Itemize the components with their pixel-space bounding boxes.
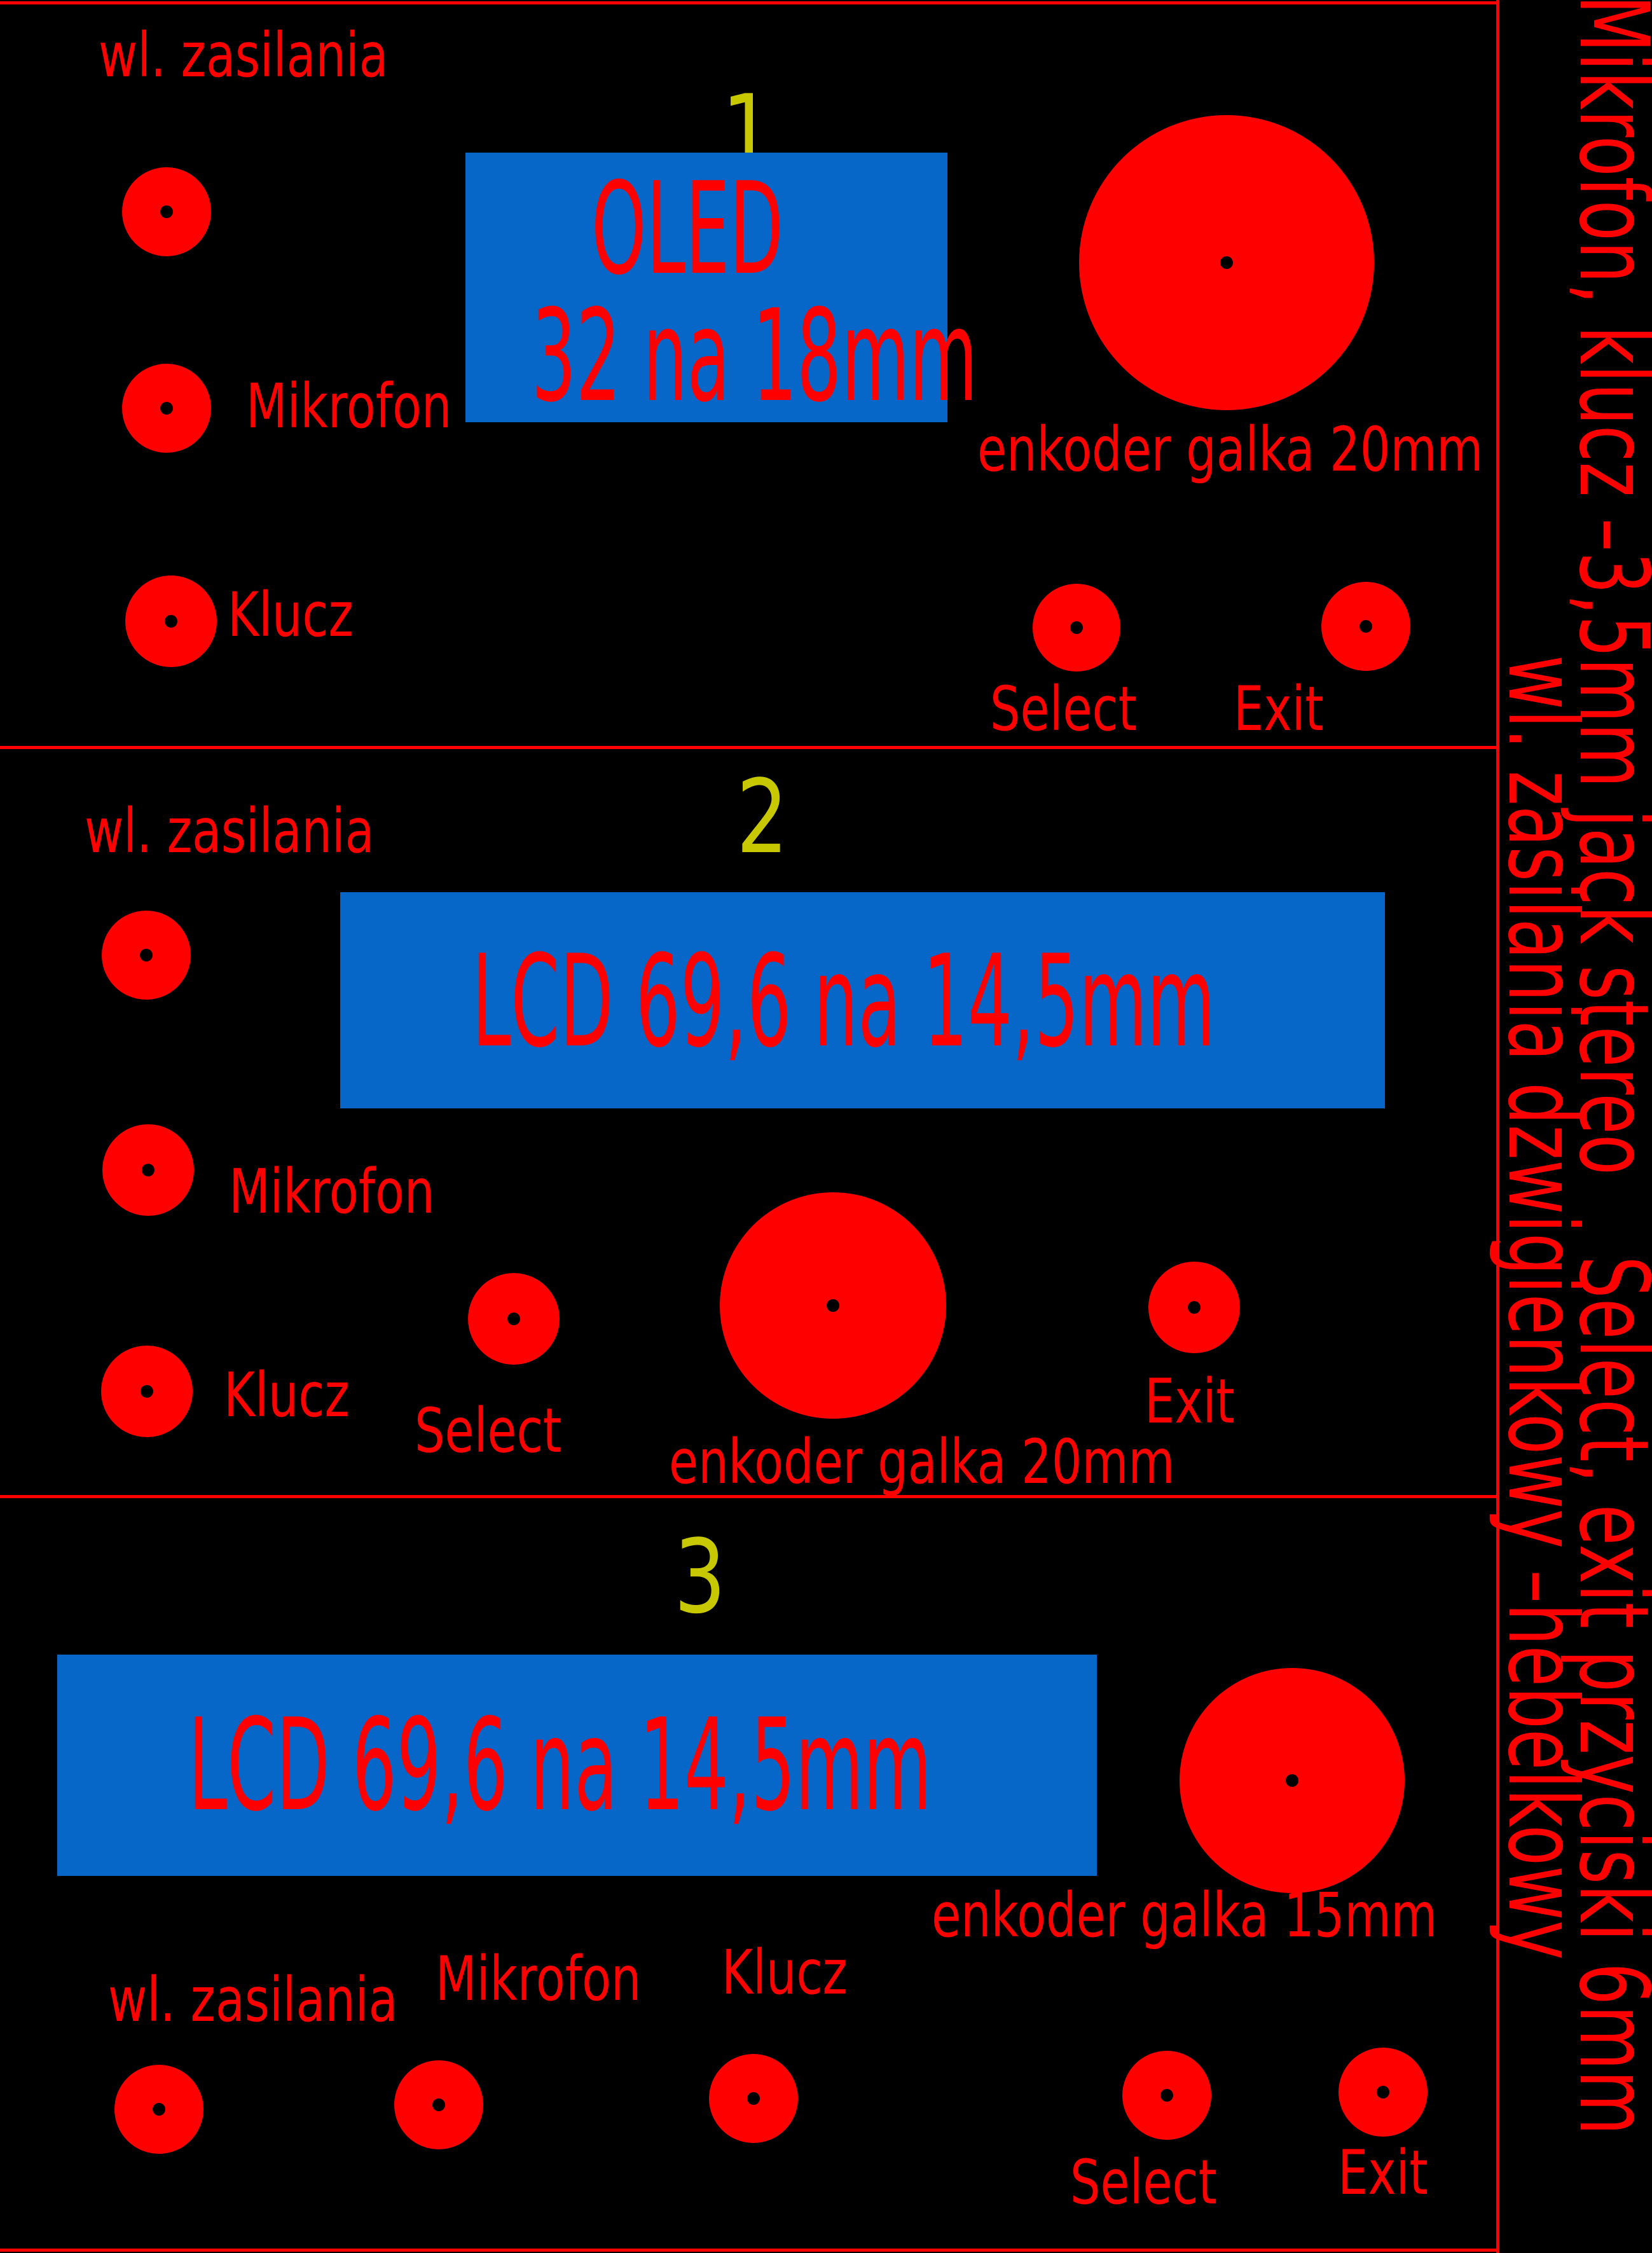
section-2-mikrofon-label: Mikrofon xyxy=(229,1156,435,1227)
section-1-power-label: wl. zasilania xyxy=(99,20,389,91)
section-1-klucz-label: Klucz xyxy=(228,579,354,651)
section-2-power-label: wl. zasilania xyxy=(85,796,375,867)
section-1-encoder-label: enkoder galka 20mm xyxy=(977,414,1483,485)
section-1-mikrofon-hole xyxy=(122,364,211,453)
section-2-select-label: Select xyxy=(415,1395,562,1466)
section-3-power-label: wl. zasilania xyxy=(108,1964,398,2036)
section-3-encoder-label: enkoder galka 15mm xyxy=(932,1880,1438,1951)
section-1-display-size: 32 na 18mm xyxy=(532,282,978,431)
section-1-klucz-hole xyxy=(125,575,217,667)
section-3-power-hole xyxy=(114,2065,203,2154)
section-1-exit-button xyxy=(1321,582,1410,671)
section-3-klucz-label: Klucz xyxy=(722,1937,848,2008)
section-3-select-label: Select xyxy=(1070,2147,1218,2218)
section-2-encoder-label: enkoder galka 20mm xyxy=(669,1426,1175,1498)
section-2-lcd-display-rect xyxy=(340,892,1385,1108)
section-2-klucz-label: Klucz xyxy=(224,1360,350,1431)
section-1-oled-display-rect xyxy=(465,153,947,422)
section-2-klucz-hole xyxy=(101,1346,193,1437)
section-1-select-label: Select xyxy=(990,673,1138,745)
section-2-encoder-knob xyxy=(720,1192,946,1419)
section-1-power-hole xyxy=(122,167,211,256)
section-1-mikrofon-label: Mikrofon xyxy=(246,371,452,442)
section-2-number: 2 xyxy=(736,757,788,876)
section-3-mikrofon-hole xyxy=(394,2060,483,2149)
note-power-switch-type: wl. zasilania dzwigienkowy –hebelkowy xyxy=(1487,655,1597,1960)
section-3-display-title: LCD 69,6 na 14,5mm xyxy=(188,1691,932,1840)
section-1-encoder-knob xyxy=(1079,115,1374,410)
section-2-select-button xyxy=(468,1273,560,1365)
section-3-lcd-display-rect xyxy=(57,1655,1097,1876)
section-3-exit-button xyxy=(1339,2048,1428,2137)
section-2-exit-button xyxy=(1148,1262,1240,1353)
section-1-display-title: OLED xyxy=(591,155,784,303)
bottom-border-line xyxy=(0,2249,1497,2252)
section-1-select-button xyxy=(1033,584,1120,672)
right-border-line xyxy=(1496,0,1499,2253)
section-1-exit-label: Exit xyxy=(1234,673,1324,745)
section-2-power-hole xyxy=(102,911,191,1000)
section-divider-2 xyxy=(0,1495,1497,1498)
section-divider-1 xyxy=(0,746,1497,749)
section-3-mikrofon-label: Mikrofon xyxy=(436,1943,642,2015)
top-border-line xyxy=(0,1,1497,4)
section-3-select-button xyxy=(1122,2051,1211,2140)
section-2-exit-label: Exit xyxy=(1145,1366,1235,1437)
section-3-number: 3 xyxy=(674,1517,726,1636)
section-3-encoder-knob xyxy=(1180,1668,1405,1893)
section-3-klucz-hole xyxy=(709,2054,798,2143)
section-2-display-title: LCD 69,6 na 14,5mm xyxy=(472,928,1215,1076)
section-3-exit-label: Exit xyxy=(1338,2137,1428,2208)
section-2-mikrofon-hole xyxy=(102,1124,194,1216)
